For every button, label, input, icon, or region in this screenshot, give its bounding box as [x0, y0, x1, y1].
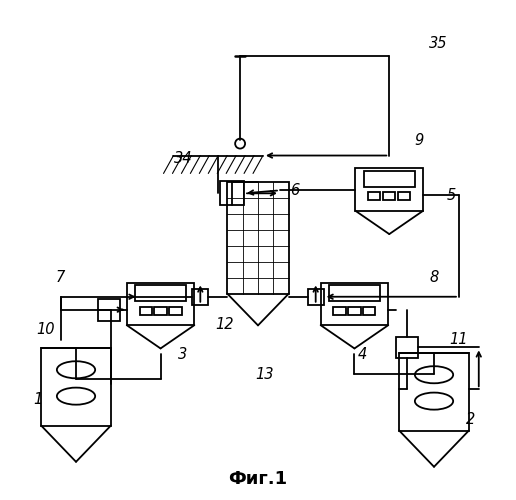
Bar: [348, 307, 361, 314]
Text: Фиг.1: Фиг.1: [229, 470, 287, 488]
Text: 1: 1: [33, 392, 42, 406]
Text: 3: 3: [179, 347, 188, 362]
Text: 13: 13: [255, 367, 273, 382]
Bar: [220, 182, 244, 205]
Text: 5: 5: [447, 188, 456, 203]
Bar: [135, 285, 186, 302]
Bar: [227, 182, 289, 294]
Bar: [398, 192, 410, 200]
Text: 11: 11: [449, 332, 467, 347]
Bar: [363, 307, 376, 314]
Bar: [356, 168, 423, 211]
Bar: [399, 353, 469, 430]
Text: 12: 12: [215, 317, 234, 332]
Text: 9: 9: [414, 133, 423, 148]
Bar: [383, 192, 395, 200]
Bar: [140, 307, 152, 314]
Bar: [329, 285, 380, 302]
Text: 2: 2: [466, 412, 475, 426]
Bar: [192, 289, 208, 304]
Text: 34: 34: [173, 151, 192, 166]
Bar: [154, 307, 167, 314]
Text: 10: 10: [36, 322, 55, 337]
Bar: [127, 282, 195, 325]
Bar: [98, 298, 120, 320]
Bar: [364, 170, 415, 187]
Text: 6: 6: [290, 183, 299, 198]
Text: 7: 7: [56, 270, 66, 285]
Text: 35: 35: [429, 36, 447, 51]
Bar: [333, 307, 346, 314]
Bar: [308, 289, 324, 304]
Text: 8: 8: [429, 270, 438, 285]
Bar: [320, 282, 388, 325]
Bar: [41, 348, 111, 426]
Bar: [368, 192, 380, 200]
Text: 4: 4: [358, 347, 367, 362]
Bar: [396, 336, 418, 358]
Bar: [169, 307, 182, 314]
